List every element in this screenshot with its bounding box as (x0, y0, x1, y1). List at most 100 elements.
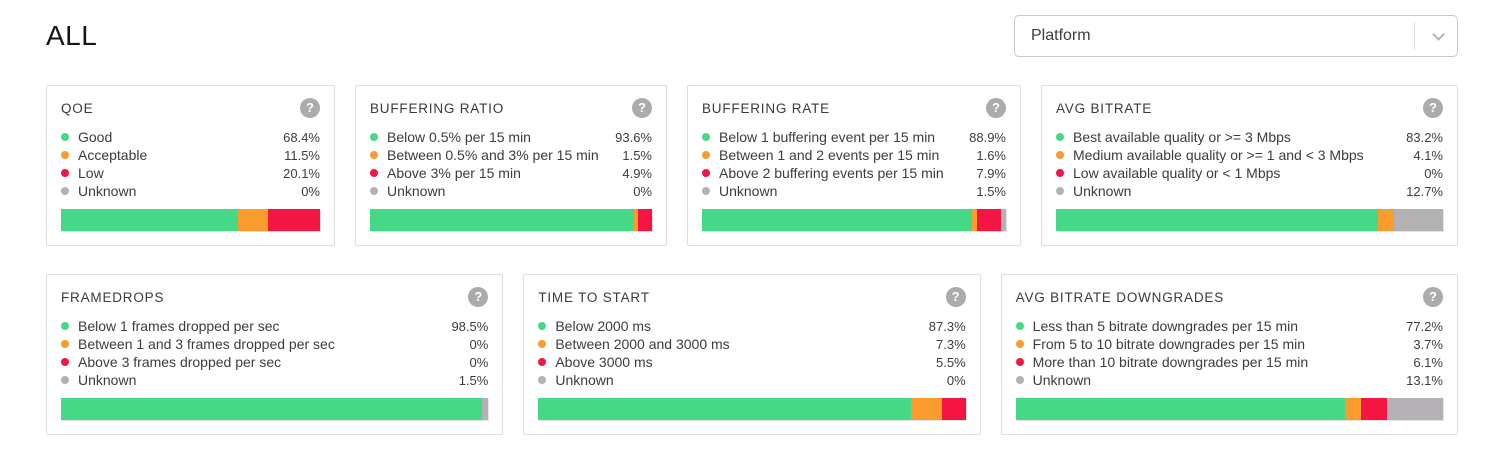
bad-dot-icon (1015, 358, 1024, 366)
acceptable-dot-icon (370, 151, 378, 159)
legend-item: Medium available quality or >= 1 and < 3… (1056, 146, 1443, 164)
bar-segment-acceptable (633, 209, 639, 231)
legend-value: 0% (946, 372, 966, 388)
legend-value: 1.5% (622, 147, 652, 163)
unknown-dot-icon (61, 187, 69, 195)
acceptable-dot-icon (538, 340, 547, 348)
bar-segment-good (538, 398, 912, 420)
legend-value: 0% (469, 354, 489, 370)
legend-value: 3.7% (1413, 336, 1443, 352)
legend: Best available quality or >= 3 Mbps 83.2%… (1056, 128, 1443, 200)
legend-label: Best available quality or >= 3 Mbps (1073, 129, 1291, 145)
legend-label: Unknown (1073, 183, 1132, 199)
legend-value: 1.6% (976, 147, 1006, 163)
legend-item: From 5 to 10 bitrate downgrades per 15 m… (1015, 335, 1443, 353)
legend-value: 4.9% (622, 165, 652, 181)
legend: Below 1 frames dropped per sec 98.5% Betw… (61, 317, 488, 389)
card-title: QOE (61, 100, 94, 116)
good-dot-icon (1056, 133, 1064, 141)
legend-item: Below 1 buffering event per 15 min 88.9% (702, 128, 1006, 146)
card-avg-bitrate: AVG BITRATE ? Best available quality or … (1041, 85, 1458, 246)
legend-item: Between 0.5% and 3% per 15 min 1.5% (370, 146, 652, 164)
help-icon[interactable]: ? (945, 287, 966, 307)
bar-segment-unknown (1001, 209, 1006, 231)
acceptable-dot-icon (702, 151, 710, 159)
card-title: AVG BITRATE DOWNGRADES (1015, 289, 1225, 305)
dropdown-divider (1414, 23, 1415, 49)
help-icon[interactable]: ? (1423, 98, 1443, 118)
legend-value: 83.2% (1406, 129, 1443, 145)
legend-item: Between 1 and 2 events per 15 min 1.6% (702, 146, 1006, 164)
legend-label: Acceptable (78, 147, 148, 163)
good-dot-icon (61, 133, 69, 141)
bar-segment-bad (1361, 398, 1388, 420)
bar-segment-unknown (1393, 209, 1443, 231)
distribution-bar (1015, 398, 1443, 420)
legend-item: Below 1 frames dropped per sec 98.5% (61, 317, 488, 335)
bad-dot-icon (61, 169, 69, 177)
bar-segment-acceptable (911, 398, 943, 420)
help-icon[interactable]: ? (632, 98, 652, 118)
legend-value: 0% (469, 336, 489, 352)
legend-item: Unknown 1.5% (702, 182, 1006, 200)
legend-label: Between 2000 and 3000 ms (555, 336, 730, 352)
legend: Below 0.5% per 15 min 93.6% Between 0.5% … (370, 128, 652, 200)
platform-filter-dropdown[interactable]: Platform (1014, 15, 1458, 57)
help-icon[interactable]: ? (1422, 287, 1443, 307)
legend-item: Above 2 buffering events per 15 min 7.9% (702, 164, 1006, 182)
acceptable-dot-icon (1056, 151, 1064, 159)
legend-value: 1.5% (458, 372, 489, 388)
card-avg-bitrate-downgrades: AVG BITRATE DOWNGRADES ? Less than 5 bit… (1000, 274, 1458, 435)
bad-dot-icon (702, 169, 710, 177)
distribution-bar (61, 398, 489, 420)
legend-item: Unknown 13.1% (1015, 371, 1443, 389)
legend-value: 87.3% (928, 318, 966, 334)
unknown-dot-icon (1056, 187, 1064, 195)
bar-segment-bad (977, 209, 1002, 231)
acceptable-dot-icon (61, 340, 69, 348)
help-icon[interactable]: ? (300, 98, 320, 118)
legend-item: Low available quality or < 1 Mbps 0% (1056, 164, 1443, 182)
legend-label: Between 1 and 3 frames dropped per sec (78, 336, 335, 352)
legend-label: Above 2 buffering events per 15 min (719, 165, 944, 181)
help-icon[interactable]: ? (986, 98, 1006, 118)
card-buffering-ratio: BUFFERING RATIO ? Below 0.5% per 15 min 9… (355, 85, 667, 246)
distribution-bar (538, 398, 966, 420)
legend-value: 7.9% (976, 165, 1006, 181)
bad-dot-icon (370, 169, 378, 177)
good-dot-icon (1015, 322, 1024, 330)
legend-label: Below 2000 ms (555, 318, 652, 334)
legend-value: 5.5% (936, 354, 966, 370)
bar-segment-acceptable (1377, 209, 1394, 231)
legend-label: Above 3% per 15 min (387, 165, 521, 181)
help-icon[interactable]: ? (468, 287, 489, 307)
chevron-down-shape (1431, 27, 1445, 41)
card-title: AVG BITRATE (1056, 100, 1153, 116)
legend-label: Below 1 frames dropped per sec (78, 318, 280, 334)
bad-dot-icon (61, 358, 69, 366)
legend-item: More than 10 bitrate downgrades per 15 m… (1015, 353, 1443, 371)
distribution-bar (61, 209, 320, 231)
chevron-down-icon[interactable] (1415, 27, 1457, 41)
metric-row-2: FRAMEDROPS ? Below 1 frames dropped per … (0, 274, 1499, 435)
unknown-dot-icon (61, 376, 69, 384)
legend: Below 1 buffering event per 15 min 88.9% … (702, 128, 1006, 200)
unknown-dot-icon (538, 376, 547, 384)
legend-label: Unknown (719, 183, 778, 199)
legend-value: 13.1% (1406, 372, 1443, 388)
acceptable-dot-icon (1015, 340, 1024, 348)
legend-value: 77.2% (1406, 318, 1443, 334)
unknown-dot-icon (1015, 376, 1024, 384)
bar-segment-good (370, 209, 634, 231)
legend-item: Below 2000 ms 87.3% (538, 317, 966, 335)
card-title: BUFFERING RATE (702, 100, 830, 116)
legend-label: Below 1 buffering event per 15 min (719, 129, 936, 145)
legend: Below 2000 ms 87.3% Between 2000 and 3000… (538, 317, 966, 389)
legend-item: Between 2000 and 3000 ms 7.3% (538, 335, 966, 353)
legend-item: Best available quality or >= 3 Mbps 83.2% (1056, 128, 1443, 146)
distribution-bar (702, 209, 1006, 231)
legend-label: Unknown (78, 372, 137, 388)
bar-segment-good (1015, 398, 1346, 420)
legend-value: 4.1% (1413, 147, 1443, 163)
legend-item: Good 68.4% (61, 128, 320, 146)
